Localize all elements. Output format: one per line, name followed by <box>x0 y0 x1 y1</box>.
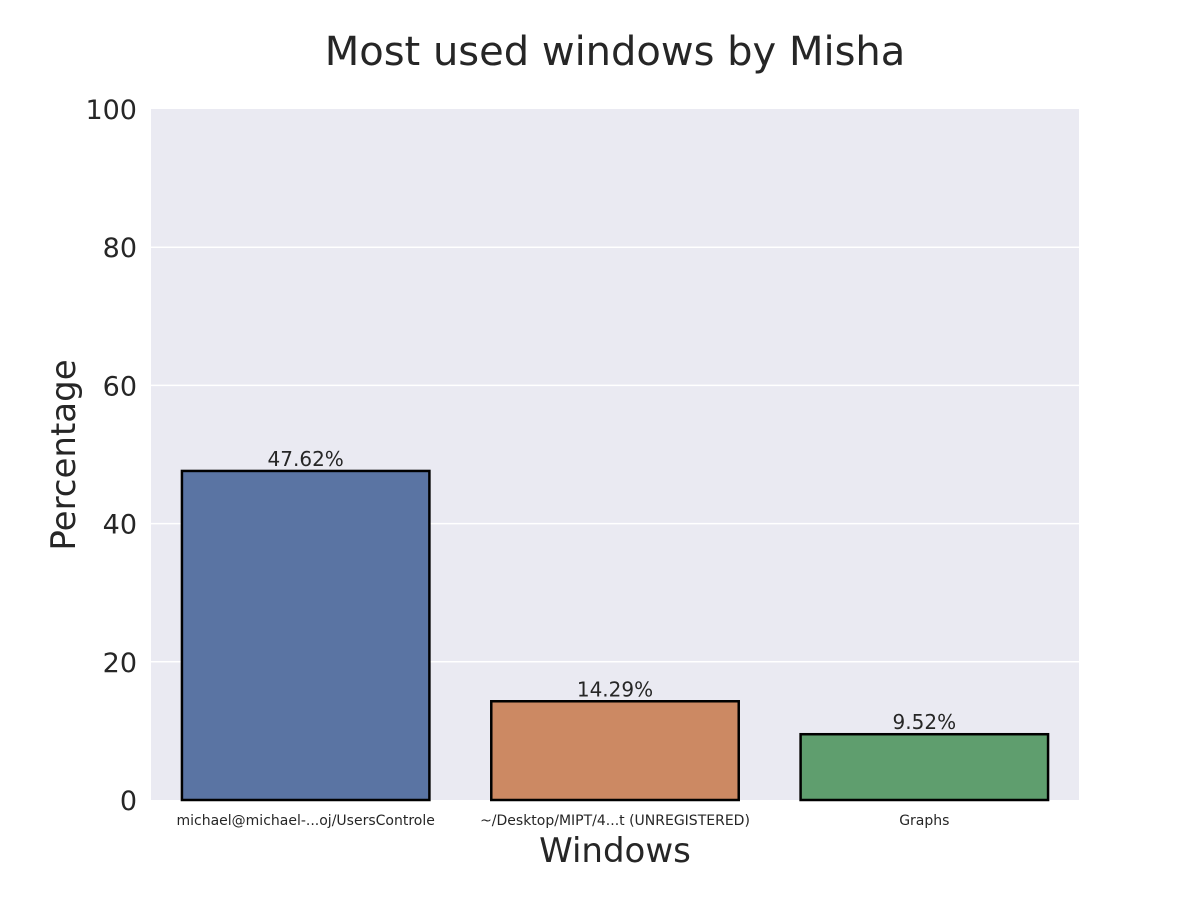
x-tick-label: Graphs <box>899 813 949 829</box>
bar-data-label: 9.52% <box>893 710 957 734</box>
bar <box>799 732 1050 802</box>
bar <box>490 700 740 802</box>
y-axis-ticks: 0 20 40 60 80 100 <box>85 95 137 817</box>
y-tick-label: 100 <box>85 95 137 126</box>
y-tick-label: 0 <box>120 786 137 817</box>
x-axis-label: Windows <box>539 831 691 871</box>
bar-data-label: 47.62% <box>268 447 344 471</box>
x-tick-label: michael@michael-...oj/UsersControle <box>176 813 434 829</box>
bars <box>180 469 1050 802</box>
x-axis-ticks: michael@michael-...oj/UsersControle ~/Des… <box>176 813 949 829</box>
bar-labels: 47.62% 14.29% 9.52% <box>268 447 957 734</box>
y-axis-label: Percentage <box>44 359 84 550</box>
y-tick-label: 20 <box>103 648 137 679</box>
x-tick-label: ~/Desktop/MIPT/4...t (UNREGISTERED) <box>480 813 750 829</box>
y-tick-label: 80 <box>103 233 137 264</box>
y-tick-label: 40 <box>103 510 137 541</box>
chart-title: Most used windows by Misha <box>325 29 906 75</box>
y-tick-label: 60 <box>103 371 137 402</box>
bar-data-label: 14.29% <box>577 677 653 701</box>
bar <box>180 469 431 802</box>
